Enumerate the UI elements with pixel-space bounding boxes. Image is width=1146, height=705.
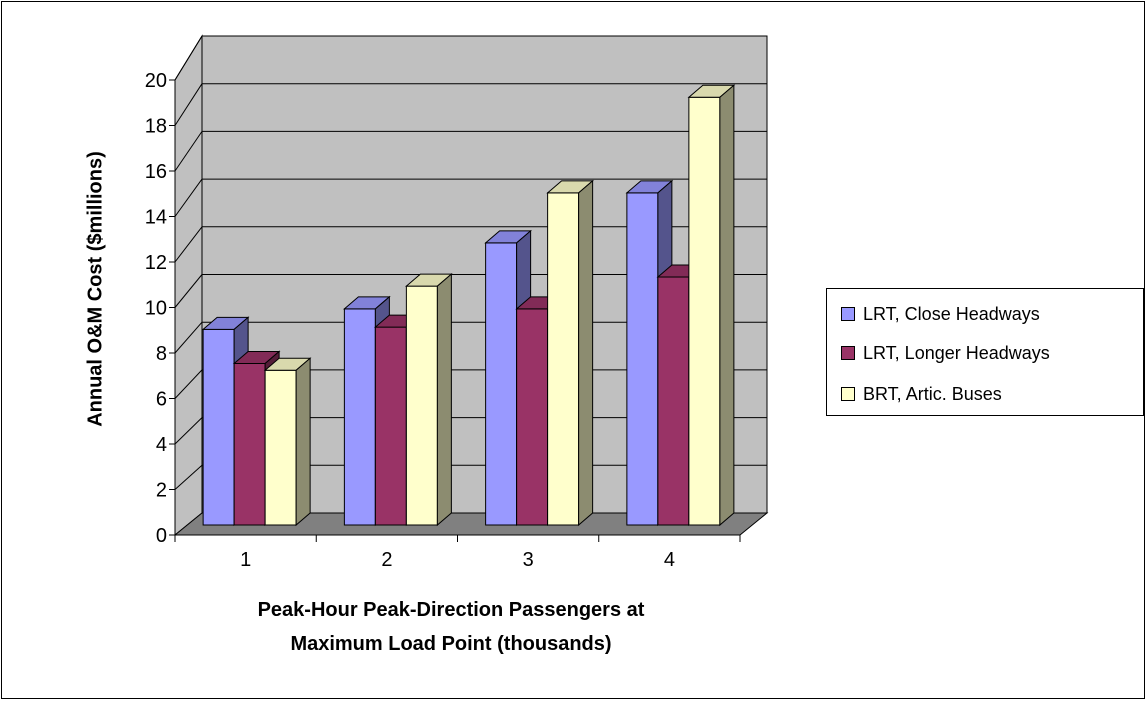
y-tick-label: 4 xyxy=(156,434,167,456)
bar xyxy=(264,369,297,526)
x-axis-label: Peak-Hour Peak-Direction Passengers at M… xyxy=(161,593,741,661)
gridline-side xyxy=(174,369,203,399)
gridline-side xyxy=(174,83,203,126)
legend-item-brt: BRT, Artic. Buses xyxy=(841,384,1002,404)
gridline-side xyxy=(174,464,203,490)
legend-label-lrt-longer: LRT, Longer Headways xyxy=(863,342,1050,363)
x-axis-label-line-2: Maximum Load Point (thousands) xyxy=(290,633,612,655)
legend-item-lrt-close: LRT, Close Headways xyxy=(841,304,1040,324)
bar xyxy=(405,285,438,526)
y-tick-label: 12 xyxy=(145,252,167,274)
y-tick-label: 0 xyxy=(156,525,167,547)
legend-swatch-lrt-close xyxy=(841,307,855,321)
bar xyxy=(233,362,266,526)
gridline-side xyxy=(174,178,203,217)
bar xyxy=(343,308,376,526)
bar xyxy=(688,96,721,526)
bar xyxy=(547,192,580,526)
bar xyxy=(374,326,407,526)
side-wall xyxy=(174,34,203,537)
bar xyxy=(516,308,549,526)
gridline-side xyxy=(174,35,203,81)
legend-label-brt: BRT, Artic. Buses xyxy=(863,383,1002,404)
x-tick-label: 2 xyxy=(381,549,392,571)
gridline-side xyxy=(174,417,203,445)
gridline-side xyxy=(174,131,203,172)
x-axis-label-line-1: Peak-Hour Peak-Direction Passengers at xyxy=(257,599,645,621)
y-tick-label: 2 xyxy=(156,480,167,502)
legend-swatch-brt xyxy=(841,387,855,401)
gridline-side xyxy=(174,321,203,354)
y-axis-label: Annual O&M Cost ($millions) xyxy=(84,151,107,427)
legend-label-lrt-close: LRT, Close Headways xyxy=(863,303,1040,324)
y-tick-label: 18 xyxy=(145,116,167,138)
x-tick-label: 4 xyxy=(664,549,675,571)
y-tick-label: 20 xyxy=(145,70,167,92)
bar xyxy=(485,242,518,526)
bar-side xyxy=(578,179,594,527)
legend: LRT, Close Headways LRT, Longer Headways… xyxy=(826,288,1144,416)
y-tick-label: 6 xyxy=(156,389,167,411)
gridline-side xyxy=(174,274,203,308)
gridline-side xyxy=(174,226,203,263)
bar xyxy=(657,276,690,526)
bar-side xyxy=(719,84,735,527)
x-tick-label: 1 xyxy=(240,549,251,571)
bar xyxy=(626,192,659,526)
bar-side xyxy=(436,273,452,527)
bar xyxy=(202,328,235,526)
legend-swatch-lrt-longer xyxy=(841,346,855,360)
y-tick-label: 14 xyxy=(145,207,167,229)
y-tick-label: 8 xyxy=(156,343,167,365)
bar-side xyxy=(295,357,311,527)
y-tick-label: 10 xyxy=(145,298,167,320)
legend-item-lrt-longer: LRT, Longer Headways xyxy=(841,343,1050,363)
y-tick-label: 16 xyxy=(145,161,167,183)
x-tick-label: 3 xyxy=(523,549,534,571)
